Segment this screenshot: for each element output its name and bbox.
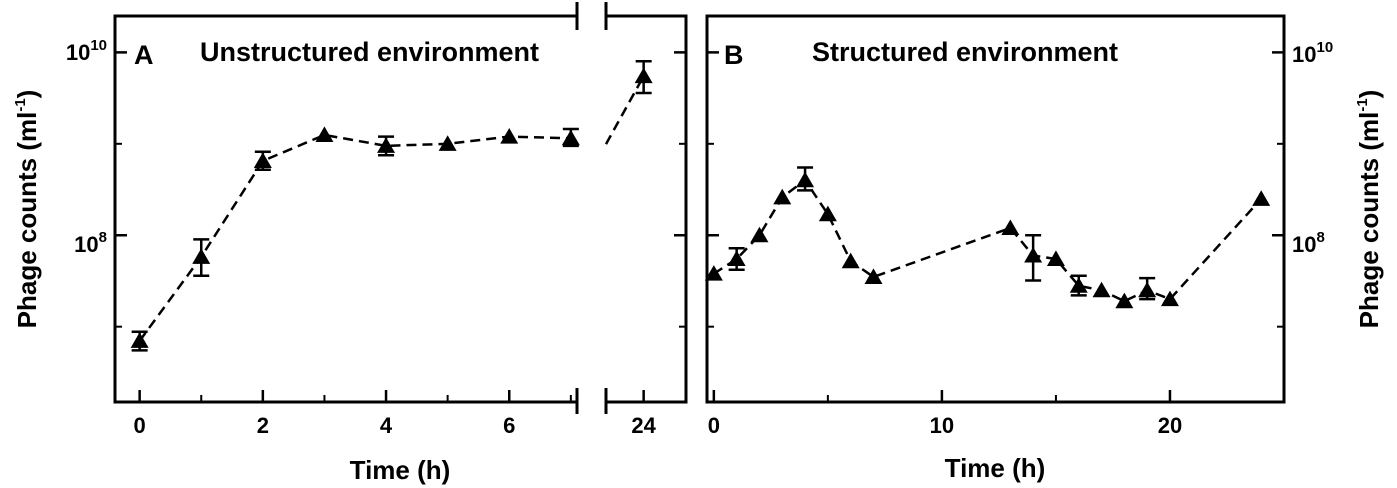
x-tick-label: 0: [708, 413, 720, 438]
x-tick-label: 10: [930, 413, 954, 438]
data-marker: [634, 67, 653, 84]
panel-b: 0 10 20 B Structured environment Time (h): [704, 14, 1286, 483]
data-marker: [1092, 281, 1111, 298]
x-tick-label: 20: [1158, 413, 1182, 438]
data-marker: [841, 252, 860, 269]
x-tick-label: 4: [380, 413, 393, 438]
data-marker: [377, 137, 396, 153]
data-marker: [796, 171, 815, 188]
data-marker: [1024, 246, 1043, 263]
panel-b-ticks: [707, 51, 1284, 402]
data-marker: [704, 265, 723, 281]
data-marker: [864, 268, 883, 284]
data-marker: [750, 226, 769, 243]
panel-a-x-axis-label: Time (h): [350, 455, 451, 485]
panel-a-ticks: [115, 51, 686, 402]
data-marker: [818, 205, 837, 222]
x-tick-label: 2: [257, 413, 269, 438]
data-marker: [130, 332, 149, 348]
data-marker: [1160, 290, 1179, 307]
y-tick-label-1e8-left: 108: [74, 229, 107, 257]
series-line: [138, 133, 571, 342]
data-marker: [500, 128, 519, 144]
data-marker: [192, 248, 211, 264]
panel-a-title: Unstructured environment: [200, 37, 539, 67]
x-tick-label: 6: [503, 413, 515, 438]
data-marker: [1252, 190, 1271, 206]
y-tick-label-1e10-right: 1010: [1292, 39, 1333, 67]
data-marker: [253, 152, 272, 168]
x-tick-label: 0: [134, 413, 146, 438]
data-marker: [438, 135, 457, 151]
data-marker: [1046, 250, 1065, 266]
panel-a-break-frame: [606, 14, 688, 404]
data-marker: [561, 129, 580, 146]
y-tick-label-1e10-left: 1010: [66, 37, 107, 65]
left-y-tick-labels: 1010 108: [66, 37, 107, 257]
panel-b-x-tick-labels: 0 10 20: [708, 413, 1182, 438]
panel-b-x-axis-label: Time (h): [945, 453, 1046, 483]
data-marker: [773, 188, 792, 205]
data-marker: [1069, 277, 1088, 293]
data-marker: [727, 250, 746, 266]
x-tick-label: 24: [631, 413, 656, 438]
data-marker: [1001, 219, 1020, 236]
data-marker: [315, 126, 334, 142]
panel-b-title: Structured environment: [812, 37, 1118, 67]
panel-a-x-tick-labels: 0 2 4 6 24: [134, 413, 657, 438]
y-axis-label-left: Phage counts (ml-1): [12, 90, 42, 329]
data-marker: [1138, 281, 1157, 298]
y-tick-label-1e8-right: 108: [1292, 229, 1325, 257]
series-line: [713, 178, 1263, 303]
panel-a: 0 2 4 6 24 A Unstructured environment Time (…: [113, 2, 688, 485]
y-axis-label-right: Phage counts (ml-1): [1354, 90, 1384, 329]
panel-b-label: B: [724, 40, 744, 70]
panel-b-series: [704, 166, 1271, 309]
panel-a-label: A: [134, 40, 154, 70]
panel-b-frame: [705, 14, 1286, 404]
panel-a-series: [130, 59, 653, 352]
data-marker: [1115, 292, 1134, 309]
series-line-break-segment: [604, 75, 645, 145]
right-y-tick-labels: 1010 108: [1292, 39, 1333, 257]
panel-a-frame: [113, 14, 577, 404]
